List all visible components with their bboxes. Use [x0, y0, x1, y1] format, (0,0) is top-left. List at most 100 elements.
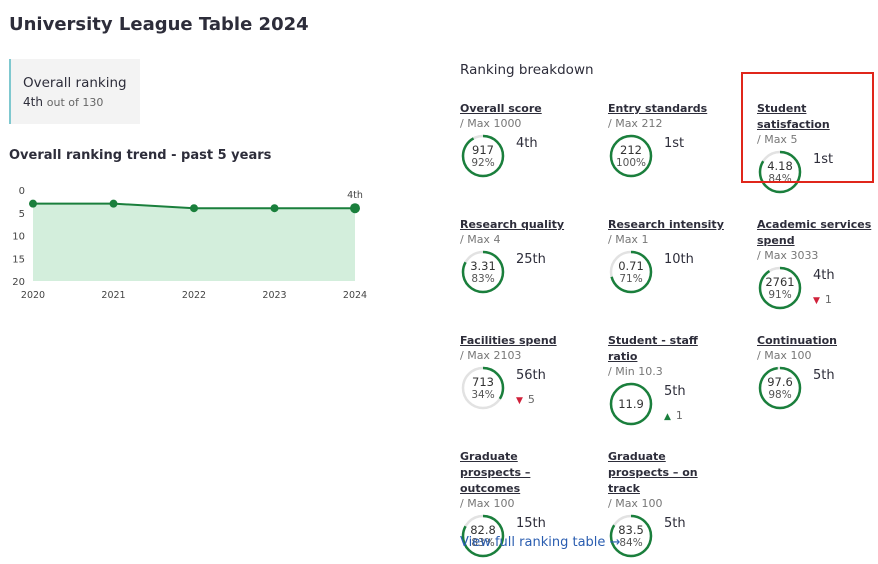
metric-rank: 4th: [813, 268, 835, 283]
rank-box: 25th: [506, 249, 546, 295]
metric-rank: 25th: [516, 252, 546, 267]
gauge-arc: [609, 250, 653, 294]
gauge-arc: [461, 366, 505, 410]
metric-name[interactable]: Student satisfaction: [757, 102, 830, 131]
metric-card: Facilities spend / Max 2103 713 34% 56th ▼ 5: [460, 333, 608, 427]
breakdown-title: Ranking breakdown: [460, 62, 594, 78]
change-arrow: ▲: [664, 412, 671, 422]
metric-name[interactable]: Graduate prospects – on track: [608, 450, 698, 495]
gauge-arc: [609, 514, 653, 558]
rank-box: 1st: [803, 149, 833, 195]
metric-name[interactable]: Continuation: [757, 334, 837, 347]
metric-card: Research intensity / Max 1 0.71 71% 10th: [608, 217, 757, 311]
metric-rank: 1st: [664, 136, 685, 151]
gauge-score: 82.8: [470, 523, 496, 537]
change-arrow: ▼: [516, 396, 523, 406]
gauge-score: 11.9: [618, 397, 644, 411]
gauge-row: 82.8 83% 15th: [460, 513, 608, 559]
change-value: 5: [527, 393, 535, 406]
gauge-row: 97.6 98% 5th: [757, 365, 877, 411]
metric-name[interactable]: Research intensity: [608, 218, 724, 231]
gauge: 97.698%: [758, 366, 802, 410]
metric-limit: / Max 4: [460, 233, 501, 246]
metric-name[interactable]: Student - staff ratio: [608, 334, 698, 363]
rank-box: 10th: [654, 249, 694, 295]
metric-rank: 15th: [516, 516, 546, 531]
overall-rank-line: 4th out of 130: [23, 95, 140, 109]
gauge-score: 2761: [765, 275, 794, 289]
metric-rank: 5th: [664, 516, 686, 531]
gauge-percent: 71%: [619, 273, 642, 285]
gauge-row: 713 34% 56th ▼ 5: [460, 365, 608, 411]
y-tick-label: 15: [12, 254, 25, 265]
metric-card: Overall score / Max 1000 917 92% 4th: [460, 101, 608, 195]
change-arrow: ▼: [813, 296, 820, 306]
rank-box: 5th: [803, 365, 835, 411]
change-value: 1: [824, 293, 832, 306]
metric-name[interactable]: Overall score: [460, 102, 542, 115]
gauge-arc: [461, 514, 505, 558]
metric-name[interactable]: Graduate prospects – outcomes: [460, 450, 531, 495]
metric-card: Entry standards / Max 212 212 100% 1st: [608, 101, 757, 195]
highlight-box: [741, 72, 874, 183]
trend-point: [109, 199, 118, 208]
gauge-percent: 83%: [471, 273, 494, 285]
metric-name[interactable]: Research quality: [460, 218, 565, 231]
rank-box: 4th ▼ 1: [803, 265, 835, 311]
gauge-score: 0.71: [618, 259, 644, 273]
metric-card: Academic services spend / Max 3033 2761 91%…: [757, 217, 877, 311]
gauge-percent: 92%: [471, 157, 494, 169]
metric-limit: / Max 100: [608, 497, 663, 510]
gauge: 11.9: [609, 382, 653, 426]
gauge-row: 2761 91% 4th ▼ 1: [757, 265, 877, 311]
metric-limit: / Max 3033: [757, 249, 819, 262]
trend-annotation: 4th: [347, 190, 363, 201]
gauge: 82.883%: [461, 514, 505, 558]
page-title: University League Table 2024: [9, 14, 309, 35]
gauge-arc: [461, 134, 505, 178]
rank-change: ▼ 1: [813, 293, 835, 306]
metric-name[interactable]: Facilities spend: [460, 334, 557, 347]
x-tick-label: 2022: [182, 290, 206, 301]
gauge-percent: 100%: [616, 157, 646, 169]
trend-point: [29, 199, 37, 208]
gauge-row: 212 100% 1st: [608, 133, 757, 179]
change-value: 1: [675, 409, 683, 422]
trend-point: [350, 203, 360, 214]
gauge-arc: [758, 266, 802, 310]
metric-limit: / Max 5: [757, 133, 798, 146]
gauge-arc: [609, 382, 653, 426]
y-tick-label: 20: [12, 277, 25, 288]
gauge-row: 917 92% 4th: [460, 133, 608, 179]
metric-name[interactable]: Academic services spend: [757, 218, 872, 247]
metric-name[interactable]: Entry standards: [608, 102, 708, 115]
gauge-score: 4.18: [767, 159, 793, 173]
gauge-score: 3.31: [470, 259, 496, 273]
metric-rank: 56th: [516, 368, 546, 383]
rank-box: 4th: [506, 133, 538, 179]
rank-change: ▼ 5: [516, 393, 546, 406]
metric-limit: / Max 2103: [460, 349, 522, 362]
gauge-percent: 91%: [768, 289, 791, 301]
x-tick-label: 2023: [262, 290, 286, 301]
metric-limit: / Max 100: [757, 349, 812, 362]
rank-box: 5th: [654, 513, 686, 559]
metric-card: Student satisfaction / Max 5 4.18 84% 1st: [741, 72, 877, 195]
gauge-score: 713: [472, 375, 494, 389]
full-table-link[interactable]: View full ranking table →: [460, 535, 621, 550]
x-tick-label: 2024: [343, 290, 367, 301]
metric-limit: / Max 100: [460, 497, 515, 510]
y-tick-label: 10: [12, 232, 25, 243]
metrics-grid: Overall score / Max 1000 917 92% 4th Entry st…: [460, 72, 877, 559]
rank-box: 1st: [654, 133, 684, 179]
gauge-score: 83.5: [618, 523, 644, 537]
rank-change: ▲ 1: [664, 409, 686, 422]
metric-card: Graduate prospects – on track / Max 100 83…: [608, 449, 757, 559]
